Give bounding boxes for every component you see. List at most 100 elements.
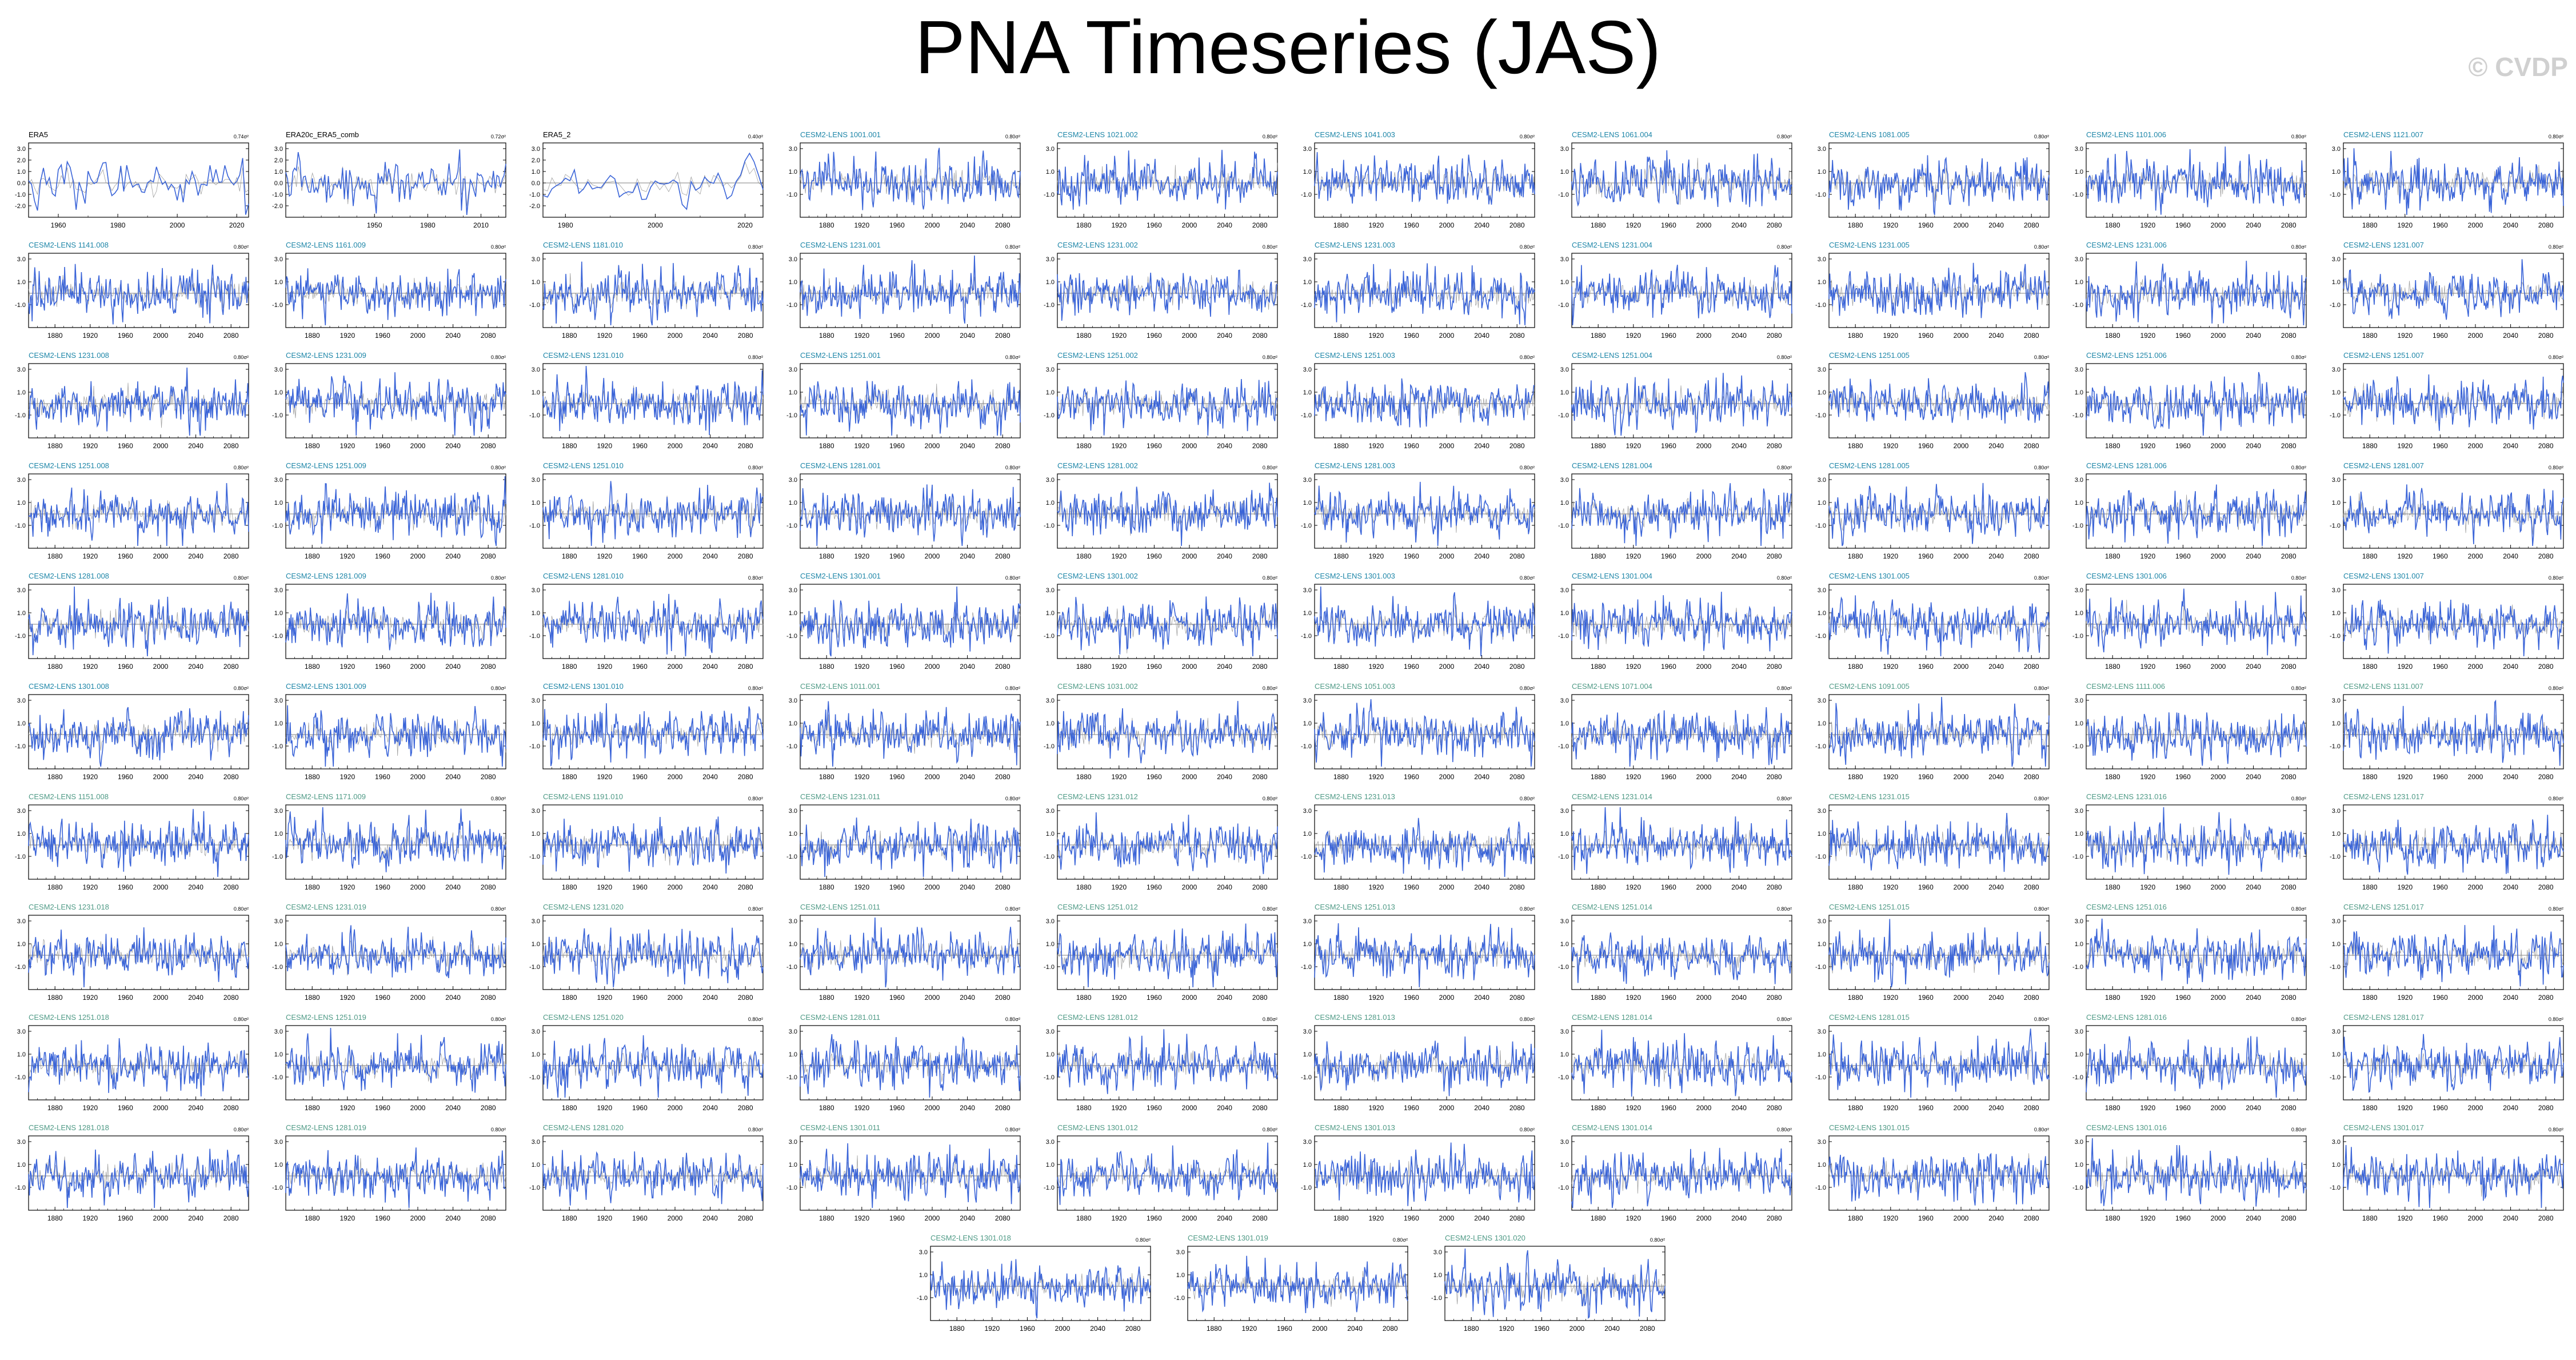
x-tick-label: 2080	[223, 663, 239, 671]
panel-title: CESM2-LENS 1041.003	[1315, 130, 1395, 139]
chart-panel: CESM2-LENS 1131.007 0.80σ² 3.0 1.0 -1.0 1880 1…	[2330, 682, 2564, 781]
y-tick-label: -1.0	[1044, 743, 1055, 750]
x-tick-label: 2000	[2468, 883, 2483, 891]
x-tick-label: 2000	[410, 442, 426, 450]
y-tick-label: 1.0	[2075, 169, 2083, 176]
chart-panel: CESM2-LENS 1231.001 0.80σ² 3.0 1.0 -1.0 1880 1…	[786, 241, 1021, 340]
x-tick-label: 2080	[1252, 1104, 1268, 1112]
chart-panel: ERA5_2 0.40σ² 3.0 2.0 1.0 0.0 -1.0 -2.0 1980 2000…	[529, 130, 764, 229]
y-tick-label: 3.0	[532, 477, 540, 484]
pna-series-line	[800, 484, 1021, 547]
x-tick-label: 1920	[1626, 442, 1641, 450]
x-tick-label: 1880	[819, 883, 834, 891]
y-tick-label: -1.0	[786, 412, 797, 419]
x-tick-label: 2080	[1509, 442, 1525, 450]
plot-frame	[2086, 1025, 2307, 1100]
x-tick-label: 1920	[82, 994, 98, 1002]
pna-series-line	[28, 707, 249, 767]
x-tick-label: 1960	[2433, 773, 2448, 781]
y-tick-label: 3.0	[274, 697, 283, 704]
y-tick-label: 3.0	[789, 366, 797, 373]
plot-frame	[1314, 473, 1535, 549]
panel-title: CESM2-LENS 1231.007	[2343, 241, 2424, 249]
plot-frame	[1571, 473, 1792, 549]
y-tick-label: 3.0	[1046, 1028, 1055, 1035]
x-tick-label: 2040	[1731, 332, 1747, 340]
y-tick-label: 3.0	[2332, 1028, 2341, 1035]
y-tick-label: -1.0	[529, 633, 540, 640]
x-tick-label: 2080	[1509, 221, 1525, 229]
x-tick-label: 2040	[1474, 221, 1489, 229]
panel-title: CESM2-LENS 1251.015	[1829, 903, 1910, 911]
x-tick-label: 2040	[1474, 773, 1489, 781]
plot-frame	[542, 915, 764, 990]
x-tick-label: 2040	[960, 442, 975, 450]
x-tick-label: 2040	[1731, 221, 1747, 229]
x-tick-label: 2040	[2503, 221, 2518, 229]
x-tick-label: 2040	[2503, 883, 2518, 891]
plot-frame	[1057, 694, 1278, 769]
plot-frame	[800, 1025, 1021, 1100]
plot-frame	[2086, 253, 2307, 328]
x-tick-label: 2080	[995, 883, 1011, 891]
x-tick-label: 2040	[1474, 663, 1489, 671]
x-tick-label: 2000	[1182, 773, 1197, 781]
panel-title: CESM2-LENS 1281.009	[286, 572, 366, 580]
x-tick-label: 2020	[229, 221, 245, 229]
y-tick-label: 1.0	[1818, 169, 1826, 176]
chart-panel: CESM2-LENS 1281.007 0.80σ² 3.0 1.0 -1.0 1880 1…	[2330, 461, 2564, 560]
panel-variance-label: 0.80σ²	[1005, 685, 1020, 691]
x-tick-label: 1920	[854, 663, 869, 671]
x-tick-label: 1960	[1661, 883, 1676, 891]
y-tick-label: -1.0	[272, 412, 283, 419]
chart-panel: CESM2-LENS 1231.005 0.80σ² 3.0 1.0 -1.0 1880 1…	[1815, 241, 2050, 340]
y-tick-label: 3.0	[789, 587, 797, 594]
x-tick-label: 1880	[1848, 552, 1863, 560]
x-tick-label: 1960	[2433, 883, 2448, 891]
x-tick-label: 1880	[47, 663, 63, 671]
pna-series-line	[28, 264, 249, 325]
pna-series-line	[542, 703, 764, 767]
y-tick-label: 1.0	[2332, 389, 2341, 396]
x-tick-label: 1960	[1661, 773, 1676, 781]
y-tick-label: 0.0	[532, 180, 540, 187]
panel-title: CESM2-LENS 1301.001	[800, 572, 881, 580]
y-tick-label: 3.0	[2075, 587, 2083, 594]
y-tick-label: 3.0	[2075, 1028, 2083, 1035]
chart-panel: CESM2-LENS 1281.018 0.80σ² 3.0 1.0 -1.0 1880 1…	[15, 1123, 249, 1222]
panel-variance-label: 0.80σ²	[1263, 465, 1277, 470]
y-tick-label: 3.0	[532, 587, 540, 594]
plot-frame	[1828, 142, 2050, 218]
plot-frame	[1828, 363, 2050, 438]
panel-title: CESM2-LENS 1231.003	[1315, 241, 1395, 249]
reference-series-line	[800, 494, 1021, 530]
panel-variance-label: 0.80σ²	[1520, 906, 1535, 912]
pna-series-line	[2343, 374, 2564, 431]
x-tick-label: 1880	[1333, 994, 1349, 1002]
x-tick-label: 1960	[375, 1104, 390, 1112]
x-tick-label: 2080	[2281, 442, 2297, 450]
y-tick-label: 3.0	[2332, 808, 2341, 815]
y-tick-label: 1.0	[532, 610, 540, 617]
x-tick-label: 2000	[925, 552, 940, 560]
chart-panel: CESM2-LENS 1231.019 0.80σ² 3.0 1.0 -1.0 1880 1…	[272, 903, 506, 1002]
panel-variance-label: 0.80σ²	[2034, 685, 2049, 691]
x-tick-label: 1880	[1076, 883, 1092, 891]
x-tick-label: 1880	[2362, 1104, 2378, 1112]
pna-series-line	[1057, 269, 1278, 321]
pna-series-line	[28, 158, 249, 215]
panel-variance-label: 0.80σ²	[2034, 244, 2049, 250]
pna-series-line	[542, 261, 764, 326]
y-tick-label: 1.0	[789, 720, 797, 727]
x-tick-label: 2000	[2211, 883, 2226, 891]
y-tick-label: -1.0	[2072, 412, 2083, 419]
y-tick-label: 3.0	[532, 146, 540, 153]
panel-title: CESM2-LENS 1251.014	[1572, 903, 1652, 911]
x-tick-label: 2000	[1954, 1104, 1969, 1112]
pna-series-line	[542, 481, 764, 547]
x-tick-label: 2000	[1696, 442, 1712, 450]
panel-title: CESM2-LENS 1281.010	[543, 572, 624, 580]
y-tick-label: 1.0	[2075, 720, 2083, 727]
y-tick-label: -1.0	[2072, 523, 2083, 529]
x-tick-label: 1960	[1661, 221, 1676, 229]
